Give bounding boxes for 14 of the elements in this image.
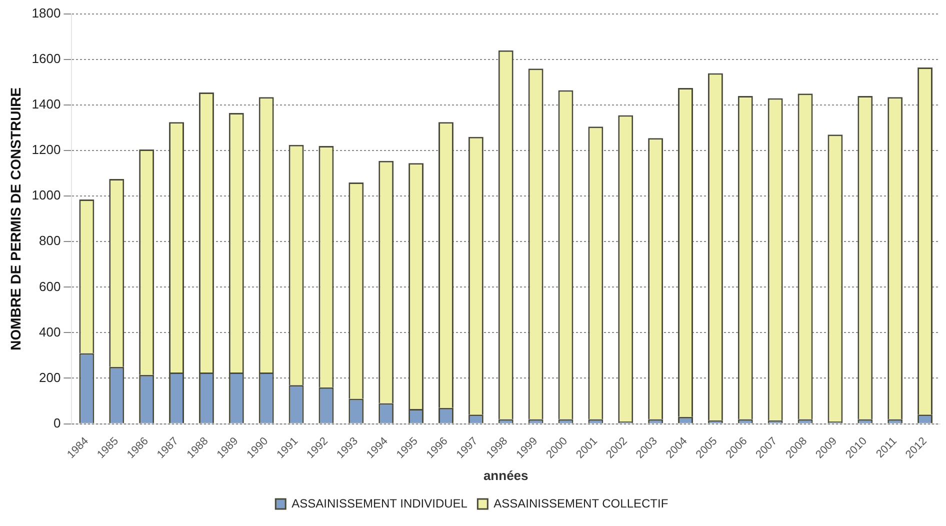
y-tick-label: 800 [39,233,61,248]
x-axis-title: années [483,468,528,483]
y-axis-title: NOMBRE DE PERMIS DE CONSTRUIRE [7,87,24,350]
y-tick-label: 200 [39,370,61,385]
y-tick-label: 1000 [32,188,61,203]
y-tick-label: 1200 [32,142,61,158]
y-tick-label: 400 [39,324,61,340]
y-tick-label: 1800 [32,6,61,21]
y-tick-label: 0 [53,415,61,430]
y-tick-label: 600 [39,278,61,294]
y-tick-label: 1600 [32,51,61,66]
y-tick-label: 1400 [32,96,61,112]
legend-label: ASSAINISSEMENT INDIVIDUEL [292,496,468,510]
legend-label: ASSAINISSEMENT COLLECTIF [494,496,668,510]
